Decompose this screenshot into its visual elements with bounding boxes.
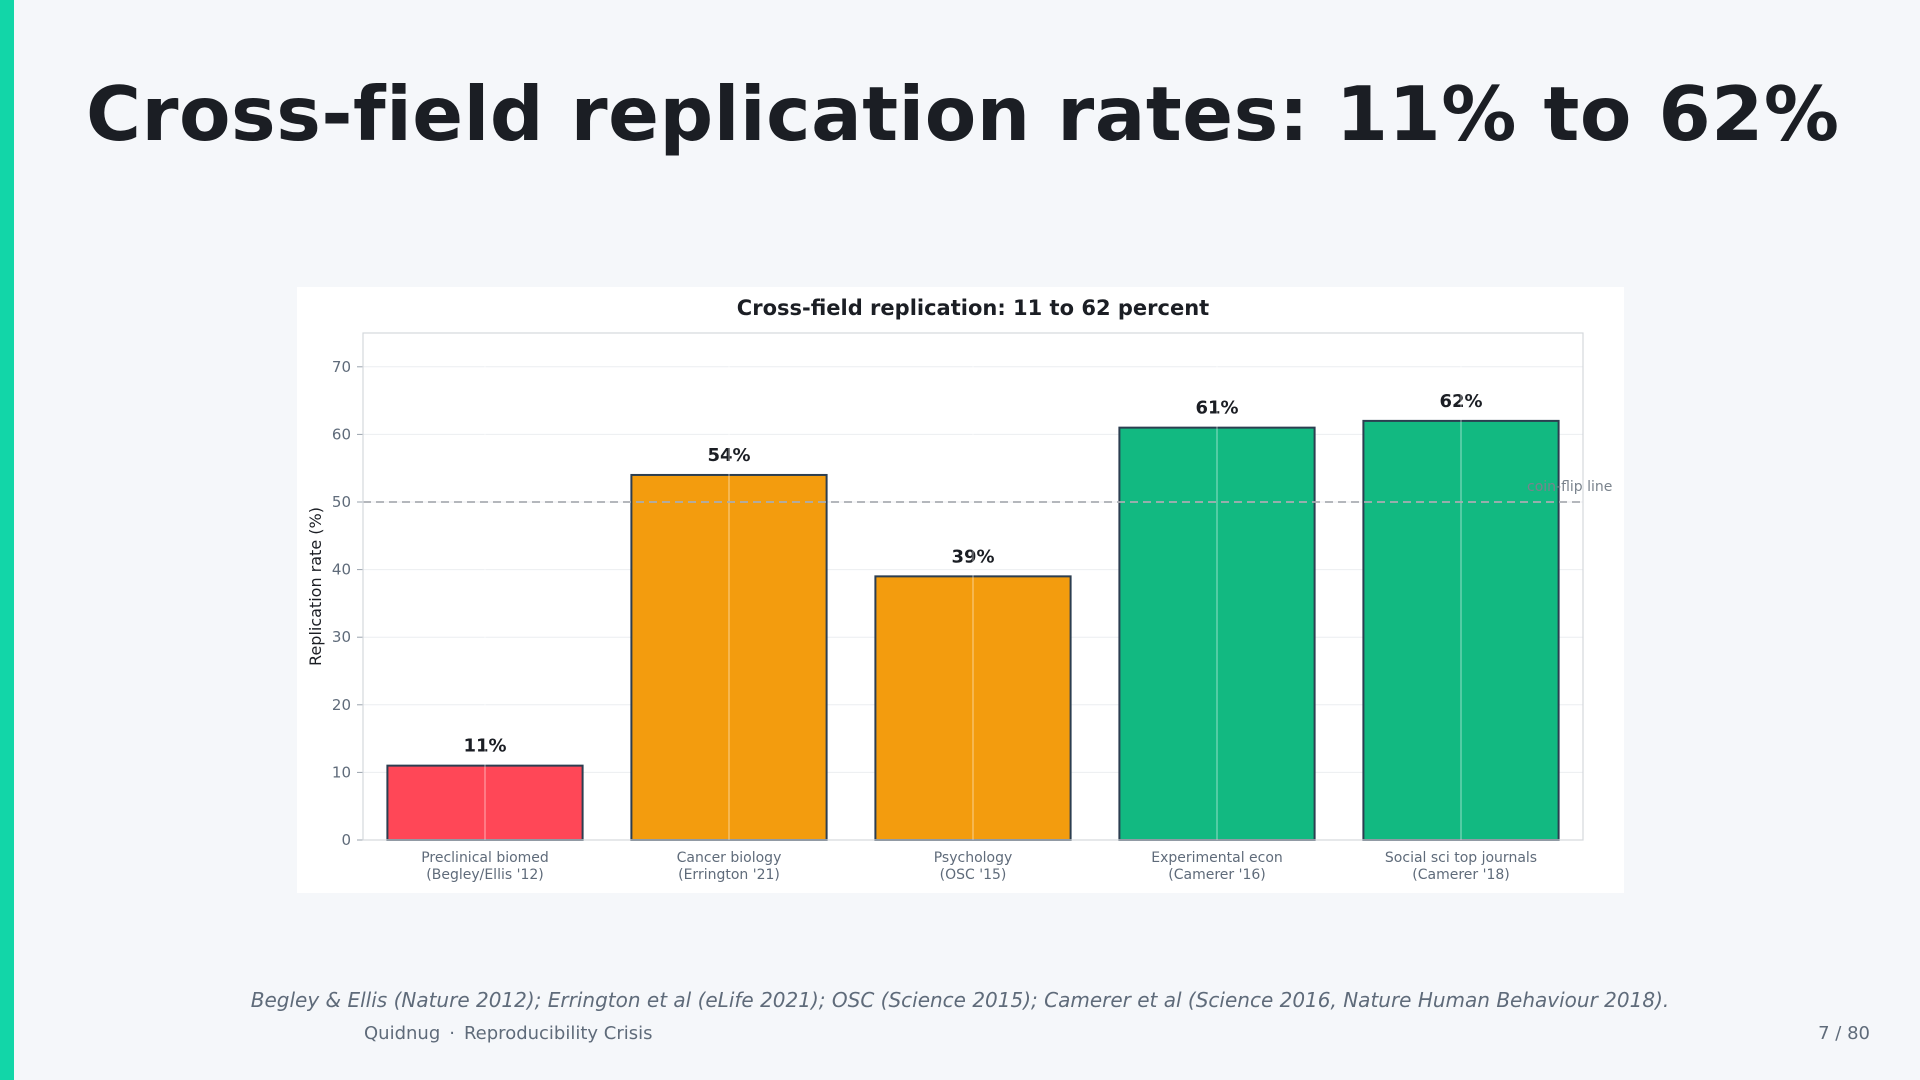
footer-separator: · [449, 1023, 455, 1044]
footer-deck-title: Reproducibility Crisis [463, 1023, 653, 1044]
x-tick-label: Social sci top journals [1385, 850, 1537, 866]
footer-left: Quidnug · Reproducibility Crisis [364, 1023, 653, 1044]
y-tick-label: 60 [332, 425, 351, 443]
x-tick-label: Psychology [934, 850, 1013, 866]
y-tick-label: 70 [332, 358, 351, 376]
y-tick-label: 10 [332, 763, 351, 781]
reference-line-label: coin-flip line [1527, 479, 1612, 495]
y-tick-label: 40 [332, 561, 351, 579]
footer-brand: Quidnug [364, 1023, 441, 1044]
slide-title: Cross-field replication rates: 11% to 62… [86, 70, 1840, 158]
x-tick-label: (Errington '21) [678, 867, 780, 883]
x-tick-label: Cancer biology [677, 850, 782, 866]
x-tick-label: (Camerer '18) [1412, 867, 1509, 883]
y-tick-label: 20 [332, 696, 351, 714]
x-tick-label: Preclinical biomed [421, 850, 549, 866]
y-tick-label: 0 [341, 831, 351, 849]
chart-title: Cross-field replication: 11 to 62 percen… [737, 296, 1209, 320]
y-tick-label: 50 [332, 493, 351, 511]
bar-chart: Cross-field replication: 11 to 62 percen… [306, 296, 1612, 883]
chart-card: Cross-field replication: 11 to 62 percen… [297, 287, 1624, 893]
x-tick-label: (Camerer '16) [1168, 867, 1265, 883]
y-axis-label: Replication rate (%) [306, 507, 325, 666]
plot-frame [362, 332, 1584, 841]
page-number: 7 / 80 [1818, 1023, 1870, 1044]
y-tick-label: 30 [332, 628, 351, 646]
accent-bar [0, 0, 14, 1080]
x-tick-label: Experimental econ [1151, 850, 1283, 866]
source-caption: Begley & Ellis (Nature 2012); Errington … [250, 988, 1670, 1012]
x-tick-label: (Begley/Ellis '12) [426, 867, 543, 883]
x-tick-label: (OSC '15) [940, 867, 1007, 883]
